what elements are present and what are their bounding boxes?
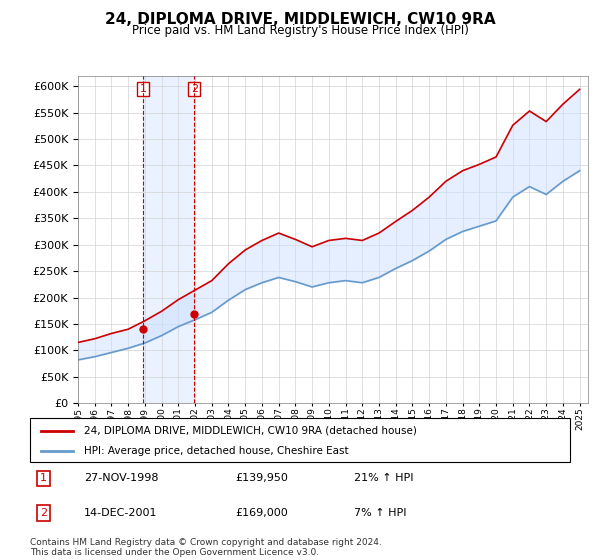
- Text: HPI: Average price, detached house, Cheshire East: HPI: Average price, detached house, Ches…: [84, 446, 349, 456]
- Text: 27-NOV-1998: 27-NOV-1998: [84, 473, 158, 483]
- Text: £139,950: £139,950: [235, 473, 288, 483]
- Text: 2: 2: [40, 508, 47, 518]
- Text: 21% ↑ HPI: 21% ↑ HPI: [354, 473, 413, 483]
- Text: 7% ↑ HPI: 7% ↑ HPI: [354, 508, 407, 518]
- Text: 24, DIPLOMA DRIVE, MIDDLEWICH, CW10 9RA: 24, DIPLOMA DRIVE, MIDDLEWICH, CW10 9RA: [104, 12, 496, 27]
- Text: 14-DEC-2001: 14-DEC-2001: [84, 508, 157, 518]
- Text: £169,000: £169,000: [235, 508, 288, 518]
- FancyBboxPatch shape: [30, 418, 570, 462]
- Text: Contains HM Land Registry data © Crown copyright and database right 2024.
This d: Contains HM Land Registry data © Crown c…: [30, 538, 382, 557]
- Text: Price paid vs. HM Land Registry's House Price Index (HPI): Price paid vs. HM Land Registry's House …: [131, 24, 469, 37]
- Text: 2: 2: [191, 84, 198, 94]
- Text: 24, DIPLOMA DRIVE, MIDDLEWICH, CW10 9RA (detached house): 24, DIPLOMA DRIVE, MIDDLEWICH, CW10 9RA …: [84, 426, 417, 436]
- Text: 1: 1: [40, 473, 47, 483]
- Bar: [143, 76, 194, 403]
- Text: 1: 1: [140, 84, 147, 94]
